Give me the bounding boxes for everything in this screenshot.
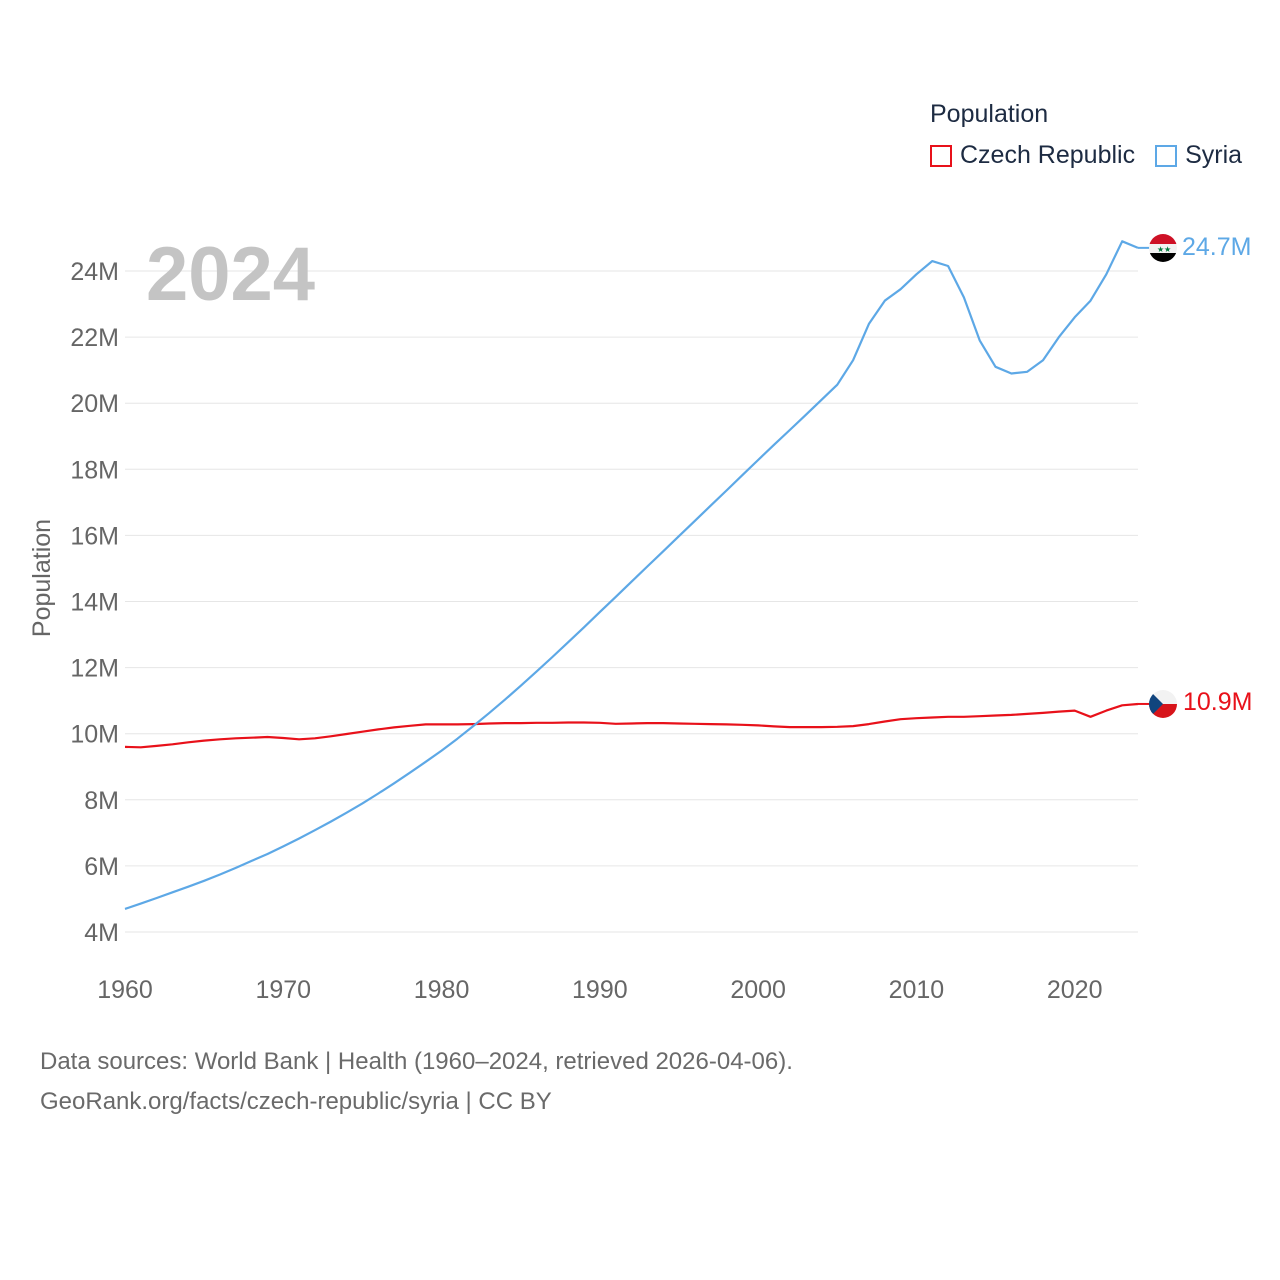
y-tick-label: 24M [70,258,119,286]
x-tick-label: 2010 [889,976,945,1004]
series-line-czech-republic [124,702,1139,749]
data-source-text: Data sources: World Bank | Health (1960–… [40,1048,793,1075]
end-markers: ★ ★ [1149,234,1177,718]
attribution-link[interactable]: GeoRank.org/facts/czech-republic/syria |… [40,1088,552,1115]
y-tick-label: 8M [84,787,119,815]
series-lines [124,240,1150,910]
footer: Data sources: World Bank | Health (1960–… [40,1042,793,1122]
y-tick-label: 14M [70,589,119,617]
syria-flag-icon: ★ ★ [1149,234,1177,262]
y-tick-label: 10M [70,721,119,749]
x-axis-ticks: 1960 1970 1980 1990 2000 2010 2020 [97,976,1102,1004]
legend: Population Czech Republic Syria [930,100,1262,170]
legend-label-czech-republic: Czech Republic [960,141,1136,169]
y-tick-label: 16M [70,522,119,550]
series-line-syria [124,240,1139,910]
syria-end-value-label: 24.7M [1182,233,1251,261]
y-axis-label: Population [28,519,56,637]
legend-label-syria: Syria [1185,141,1243,169]
y-tick-label: 12M [70,655,119,683]
year-label: 2024 [146,232,315,317]
gridlines [125,270,1138,933]
svg-text:★: ★ [1157,245,1164,254]
legend-title: Population [930,100,1049,128]
legend-item-syria[interactable]: Syria [1155,141,1242,170]
y-tick-label: 22M [70,324,119,352]
legend-item-czech-republic[interactable]: Czech Republic [930,141,1135,170]
svg-text:★: ★ [1164,245,1171,254]
czech-flag-icon [1149,690,1177,718]
y-tick-label: 20M [70,390,119,418]
x-tick-label: 2000 [730,976,786,1004]
x-tick-label: 2020 [1047,976,1103,1004]
x-tick-label: 1980 [414,976,470,1004]
y-tick-label: 6M [84,853,119,881]
legend-swatch-syria [1155,144,1178,167]
y-tick-label: 18M [70,456,119,484]
y-tick-label: 4M [84,919,119,947]
x-tick-label: 1970 [255,976,311,1004]
y-axis-ticks: 4M 6M 8M 10M 12M 14M 16M 18M 20M 22M 24M [70,258,119,947]
x-tick-label: 1990 [572,976,628,1004]
legend-swatch-czech-republic [930,144,952,167]
x-tick-label: 1960 [97,976,153,1004]
czech-end-value-label: 10.9M [1183,688,1252,716]
